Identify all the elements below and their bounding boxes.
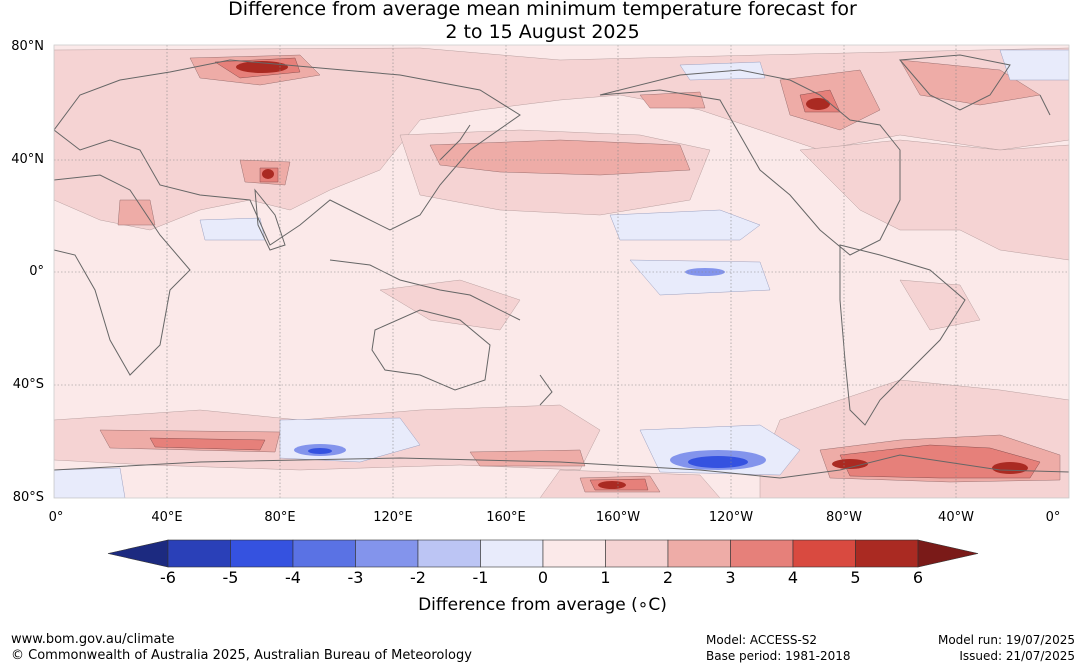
colour-bar-bin xyxy=(292,539,356,568)
gridlines xyxy=(54,45,1069,498)
lon-label-160w: 160°W xyxy=(595,510,641,525)
colour-bar-bin xyxy=(605,539,669,568)
legend-title: Difference from average (∘C) xyxy=(418,595,667,615)
lon-label-80e: 80°E xyxy=(264,510,296,525)
lon-label-40w: 40°W xyxy=(938,510,974,525)
colour-bar-bin xyxy=(730,539,794,568)
colour-bar-tick-label: 3 xyxy=(725,568,736,587)
footer-copyright: © Commonwealth of Australia 2025, Austra… xyxy=(11,648,472,663)
colour-bar-bin xyxy=(542,539,606,568)
colour-bar-bin xyxy=(355,539,419,568)
anomaly-negative-core xyxy=(308,448,748,468)
colour-bar-bin xyxy=(667,539,731,568)
colour-bar-bin xyxy=(480,539,544,568)
colour-bar-bin xyxy=(167,539,231,568)
footer-model-run: Model run: 19/07/2025 xyxy=(937,633,1075,647)
temperature-anomaly-map xyxy=(53,44,1070,499)
lat-label-80s: 80°S xyxy=(12,490,44,505)
colour-bar-tick-label: 6 xyxy=(912,568,924,587)
lat-label-0: 0° xyxy=(29,264,44,279)
colour-bar-tick-label: -3 xyxy=(347,568,364,587)
colour-bar-tick-label: -4 xyxy=(285,568,301,587)
footer-base-period: Base period: 1981-2018 xyxy=(706,649,851,663)
footer-issued: Issued: 21/07/2025 xyxy=(959,649,1075,663)
lon-label-120e: 120°E xyxy=(373,510,413,525)
colour-bar-bin xyxy=(792,539,856,568)
colour-bar-extend-low xyxy=(107,539,169,568)
footer-url: www.bom.gov.au/climate xyxy=(11,632,175,647)
lon-label-80w: 80°W xyxy=(826,510,862,525)
map-title-line1: Difference from average mean minimum tem… xyxy=(228,0,857,20)
colour-bar-bin xyxy=(417,539,481,568)
lon-label-160e: 160°E xyxy=(486,510,526,525)
lon-label-0-left: 0° xyxy=(48,510,64,525)
colour-bar-bin xyxy=(230,539,294,568)
lon-label-120w: 120°W xyxy=(708,510,754,525)
colour-bar-extend-high xyxy=(917,539,979,568)
colour-bar-tick-label: -2 xyxy=(410,568,426,587)
colour-bar-tick-label: -1 xyxy=(472,568,489,587)
colour-bar-tick-label: -6 xyxy=(160,568,176,587)
lon-label-40e: 40°E xyxy=(151,510,183,525)
colour-bar-tick-label: 5 xyxy=(850,568,861,587)
lat-label-40n: 40°N xyxy=(11,152,44,167)
colour-bar-bin xyxy=(855,539,919,568)
colour-bar-tick-label: 4 xyxy=(787,568,799,587)
map-frame xyxy=(53,44,1070,499)
colour-bar-tick-label: 0 xyxy=(537,568,549,587)
coastlines xyxy=(54,54,1069,479)
colour-bar-tick-label: 2 xyxy=(662,568,674,587)
colour-bar-tick-label: 1 xyxy=(600,568,611,587)
map-title-line2: 2 to 15 August 2025 xyxy=(445,21,640,43)
lat-label-80n: 80°N xyxy=(11,39,44,54)
colour-bar-tick-label: -5 xyxy=(222,568,239,587)
lon-label-0-right: 0° xyxy=(1045,510,1061,525)
footer-model: Model: ACCESS-S2 xyxy=(706,633,818,647)
lat-label-40s: 40°S xyxy=(12,377,44,392)
